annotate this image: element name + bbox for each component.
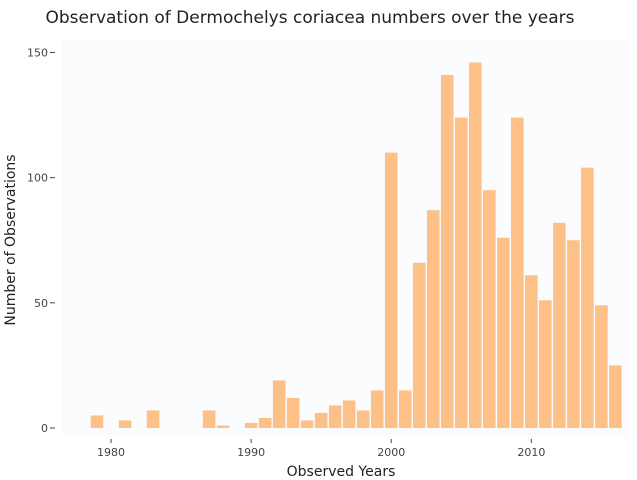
x-tick-label: 1990 <box>237 446 265 459</box>
bar-1983 <box>146 410 160 428</box>
y-tick-label: 150 <box>27 47 48 60</box>
bar-1995 <box>314 412 328 428</box>
bar-2001 <box>398 390 412 428</box>
x-axis-title: Observed Years <box>287 464 396 480</box>
x-tick-label: 1980 <box>97 446 125 459</box>
bars-group <box>90 62 622 428</box>
y-tick-label: 0 <box>41 422 48 435</box>
bar-2015 <box>595 305 608 428</box>
chart-title: Observation of Dermochelys coriacea numb… <box>45 8 574 28</box>
bar-1997 <box>342 400 356 428</box>
bar-1988 <box>216 425 230 428</box>
bar-1993 <box>286 397 300 428</box>
bar-2004 <box>440 75 454 428</box>
bar-2005 <box>454 117 468 428</box>
bar-1981 <box>118 420 132 428</box>
bar-2000 <box>384 152 398 428</box>
bar-2003 <box>426 210 440 428</box>
bar-1991 <box>258 417 272 428</box>
bar-2006 <box>468 62 482 428</box>
bar-2002 <box>412 262 426 428</box>
y-tick-label: 50 <box>34 297 48 310</box>
bar-2010 <box>525 275 538 428</box>
bar-2014 <box>581 167 594 428</box>
bar-2009 <box>511 117 524 428</box>
x-tick-label: 2010 <box>517 446 545 459</box>
y-axis-title: Number of Observations <box>3 154 19 325</box>
bar-1998 <box>356 410 370 428</box>
bar-1994 <box>300 420 314 428</box>
bar-1979 <box>90 415 104 428</box>
bar-1999 <box>370 390 384 428</box>
y-axis-ticks: 0 50 100 150 <box>27 47 55 435</box>
bar-2012 <box>553 222 566 428</box>
bar-2016 <box>609 365 622 428</box>
bar-1987 <box>202 410 216 428</box>
bar-2013 <box>567 240 580 428</box>
y-tick-label: 100 <box>27 172 48 185</box>
bar-1992 <box>272 380 286 428</box>
x-tick-label: 2000 <box>377 446 405 459</box>
bar-1990 <box>244 422 258 428</box>
x-axis-ticks: 1980 1990 2000 2010 <box>97 439 545 459</box>
bar-2008 <box>497 237 510 428</box>
bar-2011 <box>539 300 552 428</box>
bar-1996 <box>328 405 342 428</box>
bar-2007 <box>483 190 496 428</box>
